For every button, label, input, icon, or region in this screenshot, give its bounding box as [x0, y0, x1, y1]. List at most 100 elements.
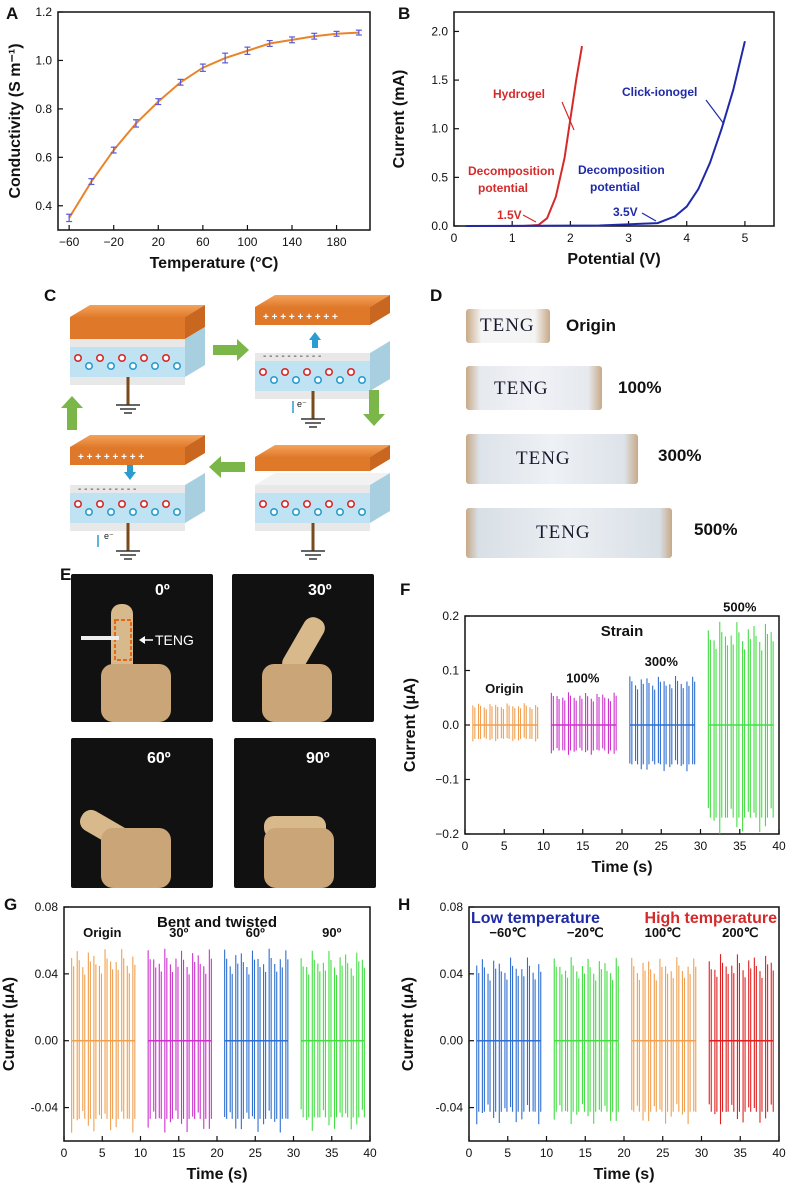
x-tick-label: 0 [462, 839, 469, 853]
series-label: Origin [485, 681, 523, 696]
annotation: 1.5V [497, 208, 522, 222]
strip-label-300: 300% [658, 446, 702, 465]
x-tick-label: 30 [695, 1146, 709, 1160]
panel-letter-d: D [430, 286, 443, 305]
pulse-train-3 [708, 954, 774, 1125]
svg-text:+ + + + + + + +: + + + + + + + + [78, 452, 144, 463]
cation-dot [280, 499, 289, 508]
cell-separated [255, 445, 390, 560]
cation-dot [74, 353, 83, 362]
x-tick-label: −20 [104, 235, 125, 249]
panel-letter-h: H [398, 895, 411, 914]
series-label: −60℃ [489, 925, 526, 940]
y-tick-label: 0.0 [442, 718, 459, 732]
pointer-hydrogel [561, 101, 575, 131]
x-tick-label: 30 [694, 839, 708, 853]
cell-contact [70, 305, 205, 414]
anion-dot [313, 507, 322, 516]
y-axis-label: Current (μA) [1, 977, 18, 1071]
anion-dot [270, 376, 279, 385]
annotation: potential [478, 181, 528, 195]
cation-dot [347, 368, 356, 377]
y-axis-label: Current (μA) [402, 678, 419, 772]
series-label: −20℃ [567, 925, 604, 940]
chart-title: Bent and twisted [157, 914, 277, 931]
finger-icon [264, 816, 334, 888]
x-tick-label: 2 [567, 231, 574, 245]
x-tick-label: 25 [249, 1146, 263, 1160]
strip-word: TENG [494, 378, 549, 399]
y-tick-label: -0.04 [31, 1101, 59, 1115]
angle-label: 90º [306, 750, 330, 767]
y-tick-label: 0.0 [431, 219, 448, 233]
anion-dot [291, 507, 300, 516]
x-axis-label: Time (s) [591, 859, 652, 876]
cation-dot [302, 368, 311, 377]
cation-dot [162, 500, 171, 509]
chart-g-bent-twisted: 0 5 10 15 20 25 30 35 40 -0.04 0.00 0.04 0.08 Time (s… [1, 900, 377, 1183]
annotation: 3.5V [613, 205, 638, 219]
x-tick-label: 100 [237, 235, 257, 249]
pulse-train-1 [550, 692, 617, 755]
panel-c-teng-mechanism: + + + + + + + + + - - - - - - - - - - e⁻ [61, 295, 390, 560]
x-axis-label: Temperature (°C) [150, 255, 279, 272]
panel-letter-e: E [60, 565, 72, 584]
cation-dot [325, 499, 334, 508]
anion-dot [336, 376, 345, 385]
cation-dot [259, 499, 268, 508]
x-axis-label: Time (s) [593, 1166, 654, 1183]
finger-icon [80, 809, 171, 888]
header-left: Low temperature [471, 910, 600, 927]
annotation: potential [590, 180, 640, 194]
anion-dot [336, 507, 345, 516]
x-tick-label: 5 [742, 231, 749, 245]
strip-500: TENG [466, 508, 672, 558]
x-tick-label: 0 [466, 1146, 473, 1160]
angle-label: 30º [308, 582, 332, 599]
strip-300: TENG [466, 434, 638, 484]
photo-60deg: 60º [71, 738, 213, 888]
strip-label-origin: Origin [566, 316, 617, 335]
photo-0deg: 0º TENG [71, 574, 213, 722]
annotation: Hydrogel [493, 87, 545, 101]
chart-h-temperature: 0 5 10 15 20 25 30 35 40 -0.04 0.00 0.04 0.08 Time (s… [400, 900, 786, 1183]
x-tick-label: 1 [509, 231, 516, 245]
annotation: Decomposition [468, 164, 555, 178]
x-axis-label: Potential (V) [567, 251, 660, 268]
cation-dot [302, 499, 311, 508]
anion-dot [106, 508, 115, 517]
cation-dot [95, 353, 104, 362]
x-tick-label: 40 [772, 839, 786, 853]
strip-word: TENG [480, 315, 535, 336]
series-label: 100% [566, 670, 600, 685]
cation-dot [259, 368, 268, 377]
y-tick-label: 1.0 [431, 122, 448, 136]
anion-dot [358, 507, 367, 516]
finger-icon [81, 604, 171, 722]
anion-dot [270, 507, 279, 516]
y-tick-label: 0.04 [440, 967, 464, 981]
series-label: 60º [246, 925, 265, 940]
anion-dot [173, 361, 182, 370]
finger-icon [262, 617, 332, 722]
cation-dot [140, 353, 149, 362]
y-tick-label: 1.5 [431, 73, 448, 87]
y-axis-label: Current (μA) [400, 977, 417, 1071]
pointer-1-5v [522, 214, 537, 223]
series-label: 500% [723, 599, 757, 614]
panel-letter-f: F [400, 580, 411, 599]
x-tick-label: 20 [617, 1146, 631, 1160]
series-label: 100℃ [645, 925, 681, 940]
pointer-3-5v [641, 212, 657, 222]
angle-label: 60º [147, 750, 171, 767]
x-tick-label: 10 [134, 1146, 148, 1160]
series-label: 200℃ [722, 925, 758, 940]
strip-word: TENG [516, 448, 571, 469]
y-tick-label: −0.2 [435, 827, 459, 841]
x-tick-label: 30 [287, 1146, 301, 1160]
chart-a-conductivity: −60 −20 20 60 100 140 180 0.4 0.6 0.8 1.0 1.2 Temper… [7, 5, 371, 272]
y-axis-label: Current (mA) [391, 70, 408, 169]
x-tick-label: 35 [325, 1146, 339, 1160]
anion-dot [128, 508, 137, 517]
anion-dot [85, 508, 94, 517]
